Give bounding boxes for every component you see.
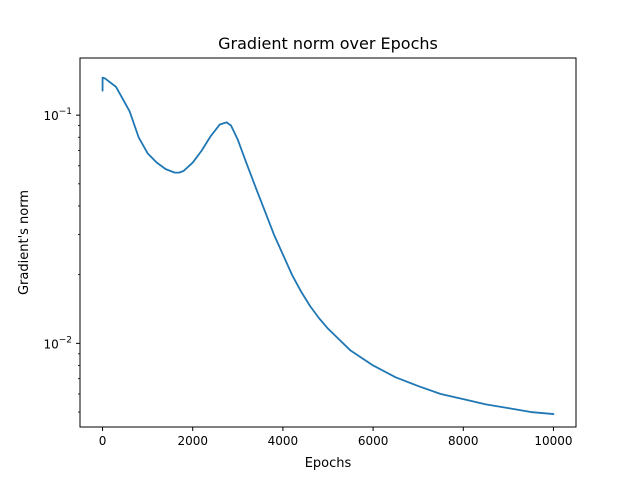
x-tick-label: 6000 — [358, 434, 389, 448]
x-axis-ticks: 0 2000 4000 6000 8000 10000 — [99, 427, 573, 448]
x-axis-label: Epochs — [305, 456, 352, 471]
y-tick-label: 10−1 — [43, 107, 72, 123]
x-tick-label: 10000 — [534, 434, 572, 448]
plot-content — [101, 76, 555, 415]
x-tick-label: 2000 — [177, 434, 208, 448]
y-tick-label: 10−2 — [43, 335, 72, 351]
x-tick-label: 0 — [99, 434, 107, 448]
x-tick-label: 8000 — [448, 434, 479, 448]
series-line — [101, 76, 555, 415]
x-tick-label: 4000 — [268, 434, 299, 448]
y-axis-ticks: 10−2 10−1 — [43, 107, 80, 413]
plot-area-frame — [79, 57, 577, 428]
y-axis-label: Gradient's norm — [17, 190, 32, 295]
chart-title: Gradient norm over Epochs — [218, 34, 438, 53]
